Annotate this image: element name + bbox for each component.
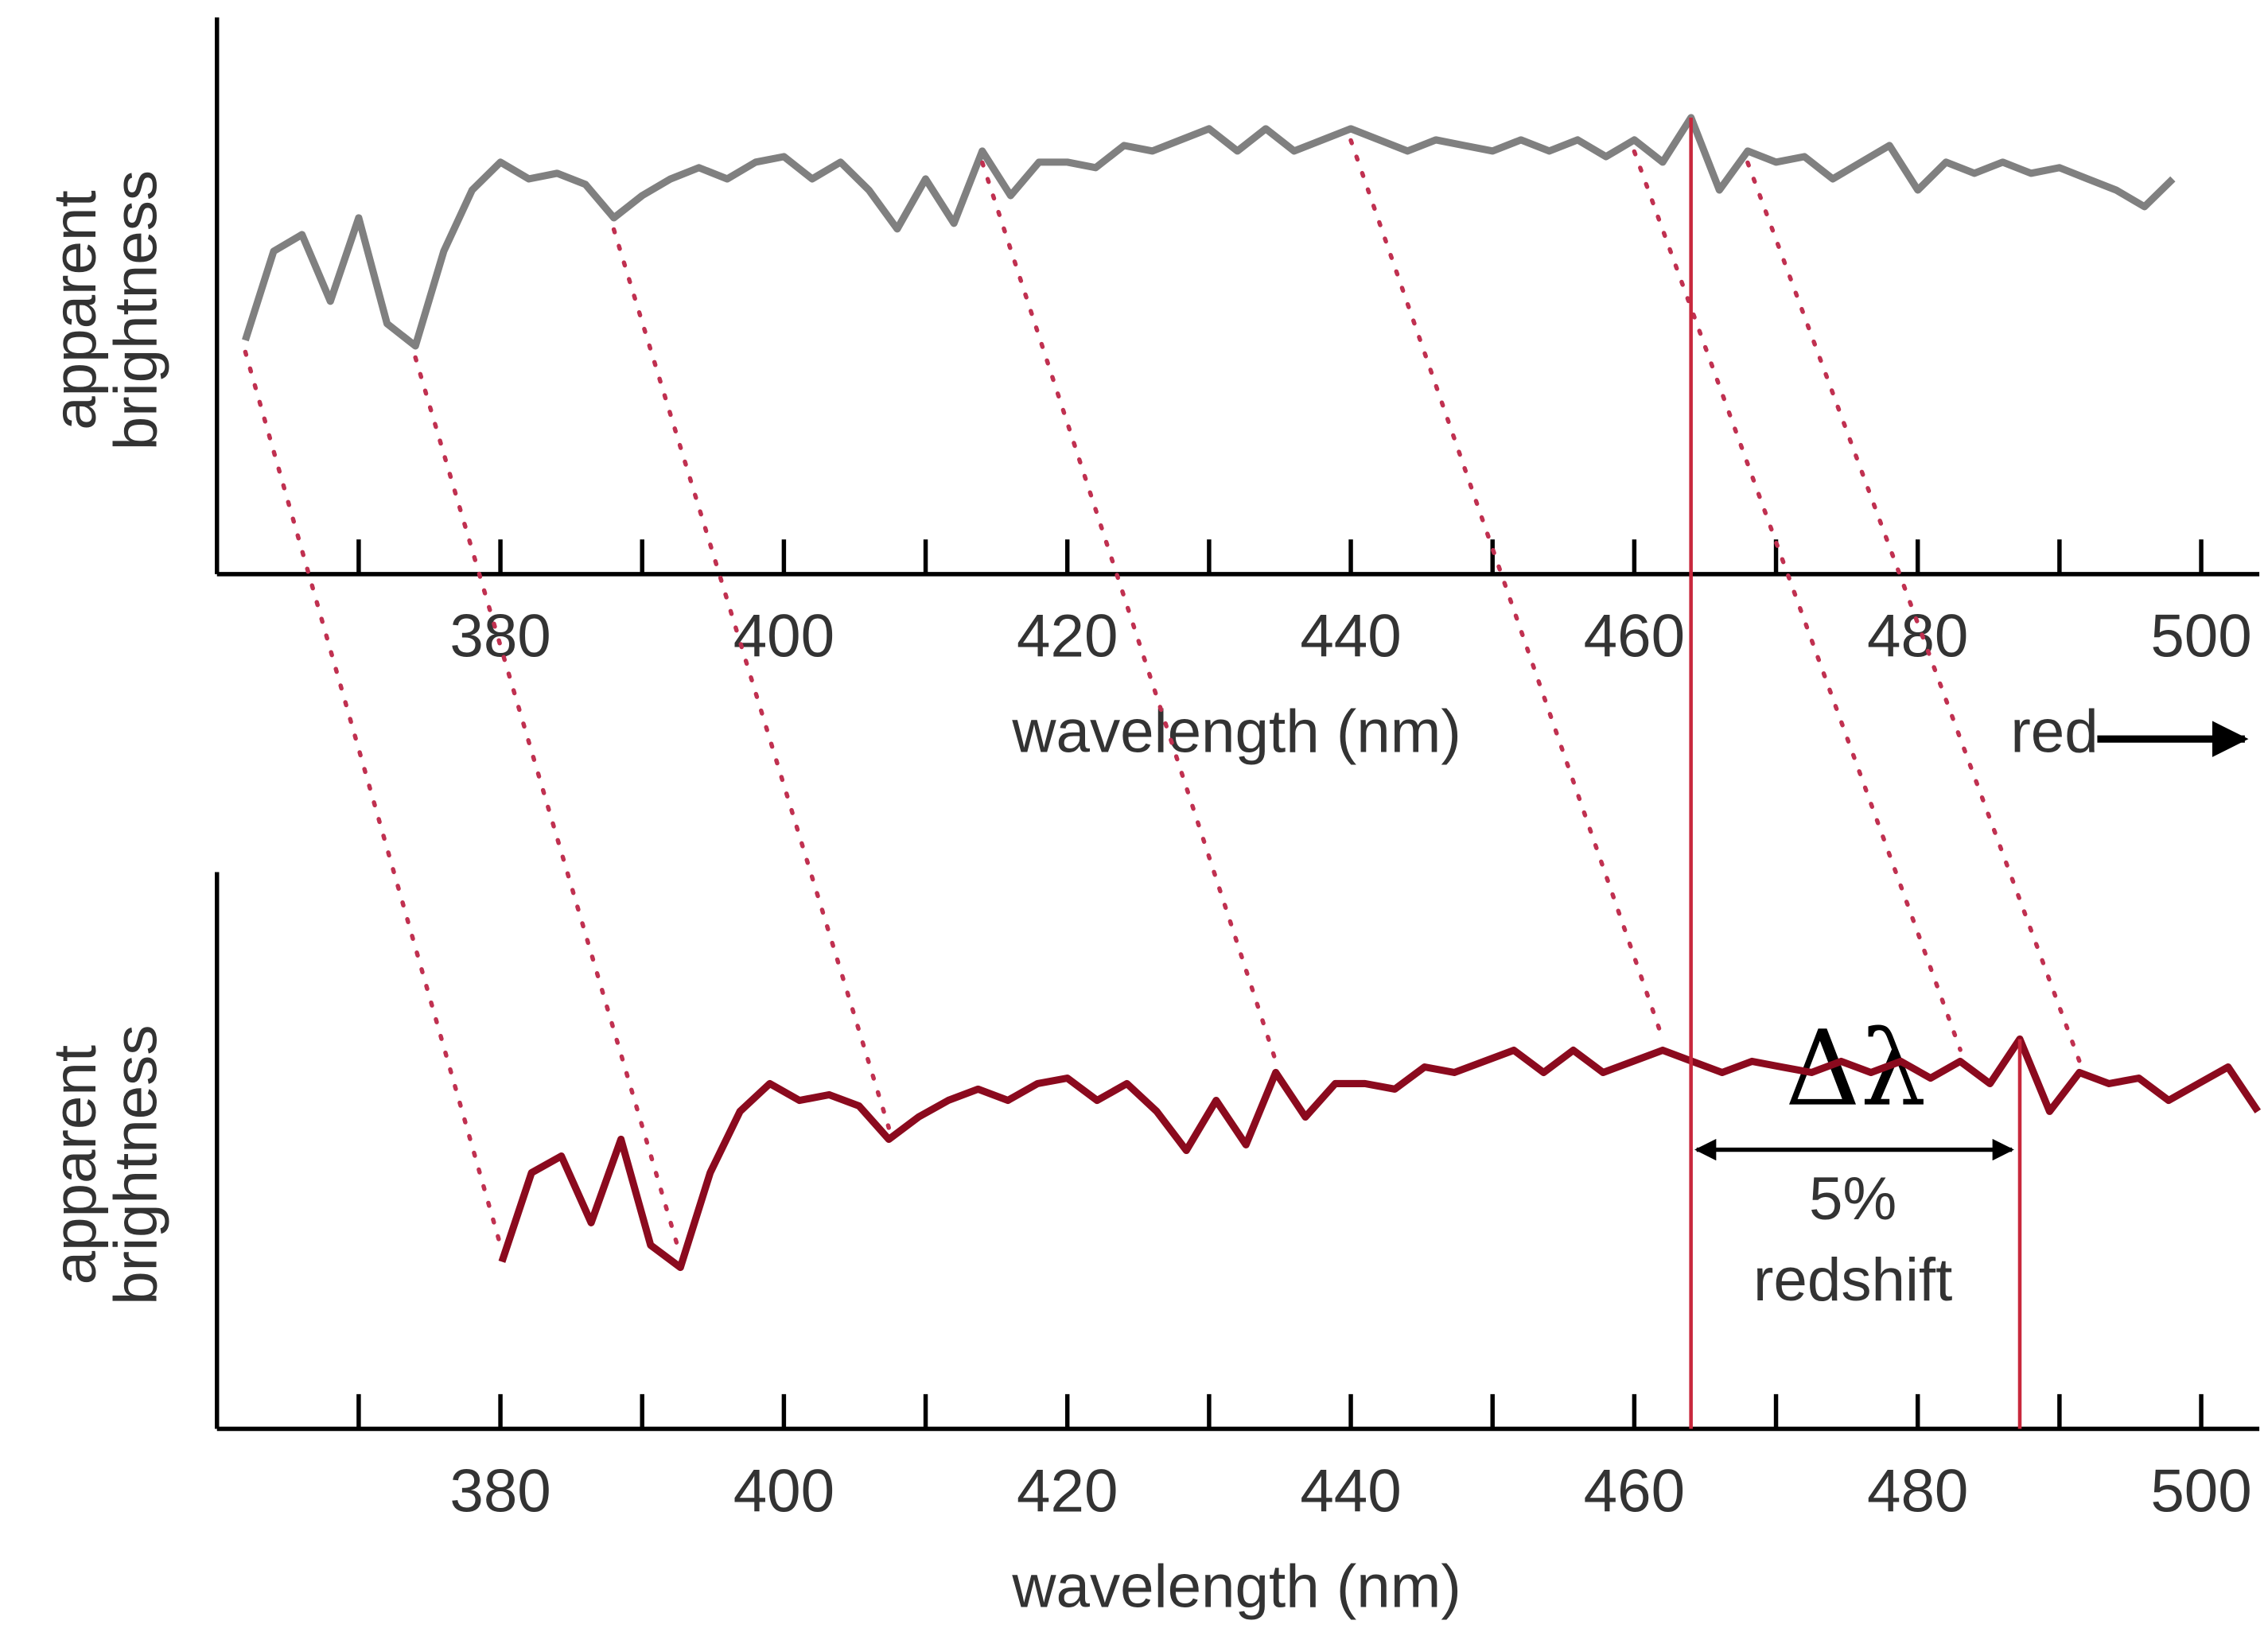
y-axis-label: brightness xyxy=(103,170,170,450)
x-tick-label: 400 xyxy=(733,603,834,670)
x-tick-label: 500 xyxy=(2150,1457,2251,1525)
x-axis-label: wavelength (nm) xyxy=(1011,698,1461,766)
x-tick-label: 420 xyxy=(1017,603,1118,670)
shift-link xyxy=(1632,149,1963,1052)
x-tick-label: 480 xyxy=(1867,603,1968,670)
x-tick-label: 440 xyxy=(1300,1457,1401,1525)
spectrum-line xyxy=(242,114,2176,350)
shift-label: redshift xyxy=(1753,1246,1952,1314)
x-tick-label: 460 xyxy=(1584,1457,1685,1525)
direction-label: red xyxy=(2010,698,2098,766)
y-axis-label: apparent xyxy=(41,1045,109,1284)
x-tick-label: 380 xyxy=(449,603,550,670)
shift-link xyxy=(1745,160,2082,1063)
shift-label: 5% xyxy=(1809,1165,1896,1233)
x-tick-label: 480 xyxy=(1867,1457,1968,1525)
x-tick-label: 460 xyxy=(1584,603,1685,670)
x-axis-label: wavelength (nm) xyxy=(1011,1553,1461,1620)
shift-link xyxy=(243,349,504,1253)
x-tick-label: 380 xyxy=(449,1457,550,1525)
x-tick-label: 500 xyxy=(2150,603,2251,670)
shift-link xyxy=(980,160,1278,1063)
spectrum-line xyxy=(498,1035,2262,1272)
shift-link xyxy=(611,227,891,1130)
y-axis-label: brightness xyxy=(103,1024,170,1304)
x-tick-label: 440 xyxy=(1300,603,1401,670)
x-tick-label: 400 xyxy=(733,1457,834,1525)
shift-link xyxy=(413,355,683,1258)
y-axis-label: apparent xyxy=(41,190,109,429)
x-tick-label: 420 xyxy=(1017,1457,1118,1525)
shift-link xyxy=(1348,138,1665,1041)
